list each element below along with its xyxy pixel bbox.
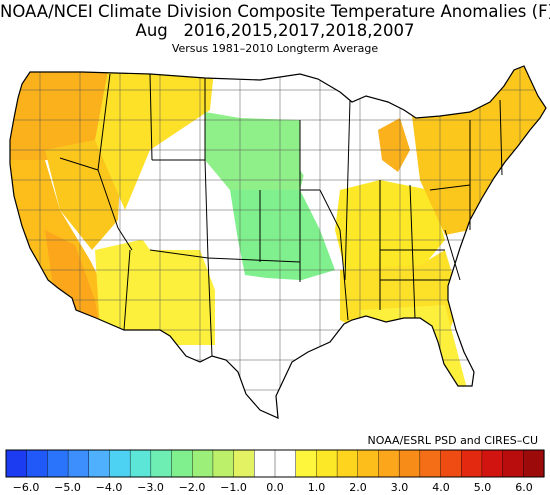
colorbar-tick-label: 5.0	[474, 481, 492, 494]
colorbar-tick-label: 0.0	[266, 481, 284, 494]
colorbar-tick-label: −4.0	[96, 481, 123, 494]
state-lines	[59, 73, 503, 357]
colorbar-swatch	[109, 449, 131, 478]
us-outline	[9, 65, 547, 419]
colorbar-tick-label: −3.0	[137, 481, 164, 494]
region-southern-california-desert	[45, 230, 100, 330]
colorbar-tick-label: −5.0	[54, 481, 81, 494]
colorbar-frame	[5, 449, 545, 478]
colorbar-swatch	[502, 449, 524, 478]
colorbar-tick-label: −6.0	[13, 481, 40, 494]
colorbar-tick-label: 6.0	[515, 481, 533, 494]
region-lower-michigan	[378, 118, 410, 172]
colorbar-swatch	[398, 449, 421, 478]
colorbar-labels: −6.0 −5.0 −4.0 −3.0 −2.0 −1.0 0.0 1.0 2.0 3.0 4.0 5…	[13, 481, 533, 494]
colorbar-swatch	[461, 449, 483, 478]
colorbar-swatch	[357, 449, 380, 478]
region-central-plains	[230, 190, 335, 282]
colorbar: −6.0 −5.0 −4.0 −3.0 −2.0 −1.0 0.0 1.0 2.0 3.0 4.0 5…	[5, 449, 545, 494]
region-central-rockies	[125, 140, 230, 260]
region-great-basin	[45, 140, 120, 250]
colorbar-swatch	[440, 449, 462, 478]
colorbar-swatch	[26, 449, 48, 478]
colorbar-swatch	[523, 449, 545, 478]
colorbar-swatch	[88, 449, 111, 478]
region-pacific-northwest	[10, 66, 115, 160]
region-ohio-valley	[335, 180, 445, 280]
colorbar-swatch	[254, 449, 276, 478]
region-southwest	[95, 240, 215, 345]
colorbar-swatch	[316, 449, 338, 478]
colorbar-swatch	[171, 449, 193, 478]
map-title: NOAA/NCEI Climate Division Composite Tem…	[0, 2, 550, 21]
colorbar-swatch	[192, 449, 214, 478]
colorbar-tick-label: −1.0	[220, 481, 247, 494]
colorbar-swatch	[67, 449, 90, 478]
colorbar-swatch	[150, 449, 173, 478]
colorbar-swatch	[5, 449, 28, 478]
anomaly-shading	[10, 66, 546, 418]
colorbar-tick-label: 4.0	[432, 481, 450, 494]
region-northern-rockies	[95, 66, 215, 210]
colorbar-swatches	[5, 449, 545, 478]
colorbar-swatch	[129, 449, 152, 478]
colorbar-swatch	[378, 449, 400, 478]
colorbar-swatch	[274, 449, 297, 478]
colorbar-swatch	[233, 449, 255, 478]
colorbar-tick-label: 3.0	[391, 481, 409, 494]
colorbar-swatch	[212, 449, 235, 478]
state-boundaries	[59, 73, 503, 357]
colorbar-swatch	[295, 449, 317, 478]
map-subtitle: Aug 2016,2015,2017,2018,2007	[135, 21, 415, 40]
colorbar-swatch	[47, 449, 69, 478]
colorbar-tick-label: −2.0	[179, 481, 206, 494]
colorbar-swatch	[336, 449, 359, 478]
baseline-note: Versus 1981–2010 Longterm Average	[171, 42, 379, 55]
colorbar-tick-label: 2.0	[349, 481, 367, 494]
colorbar-tick-label: 1.0	[308, 481, 326, 494]
boundary-lines-a	[10, 89, 546, 391]
region-upper-midwest	[215, 66, 360, 200]
colorbar-swatch	[419, 449, 442, 478]
colorbar-swatch	[481, 449, 504, 478]
data-credit: NOAA/ESRL PSD and CIRES–CU	[367, 434, 538, 447]
us-anomaly-map	[9, 65, 547, 419]
